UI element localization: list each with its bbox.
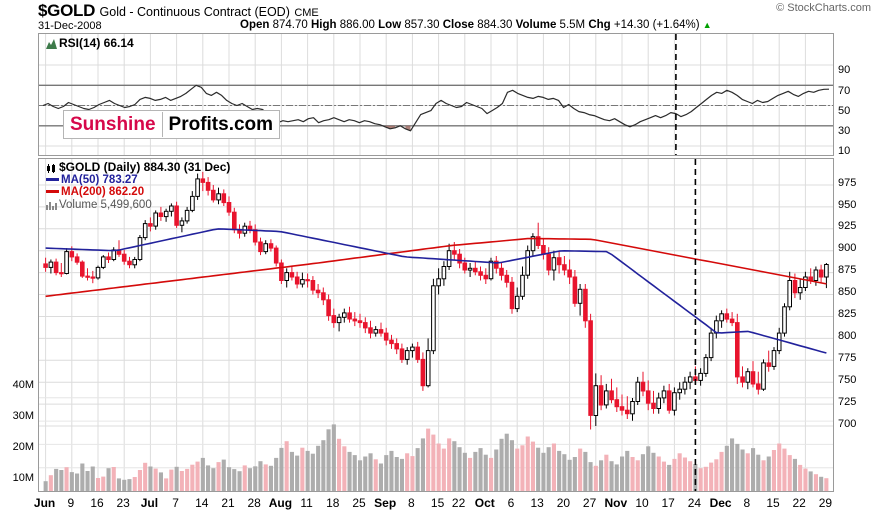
- price-ytick-825: 825: [838, 308, 857, 320]
- x-axis-labels: Jun 9 16 23 Jul 7 14 21 28 Aug 11 18 25 Sep 8 15 22 Oct 6 1…: [34, 496, 834, 518]
- x-axis-tick-28: 28: [247, 496, 261, 510]
- rsi-legend-label: RSI(14) 66.14: [59, 36, 134, 50]
- symbol-description: Gold - Continuous Contract (EOD): [99, 5, 290, 19]
- close-label: Close: [442, 19, 475, 31]
- price-ytick-925: 925: [838, 220, 857, 232]
- open-label: Open: [240, 19, 270, 31]
- open-value: 874.70: [272, 19, 308, 31]
- x-axis-tick-8: 8: [743, 496, 751, 510]
- high-value: 886.00: [339, 19, 375, 31]
- x-axis-tick-20: 20: [556, 496, 571, 510]
- x-axis-tick-10: 10: [635, 496, 649, 510]
- x-axis-tick-aug: Aug: [268, 496, 293, 510]
- volume-ytick-10M: 10M: [12, 472, 34, 484]
- x-axis-tick-29: 29: [818, 496, 833, 510]
- high-label: High: [310, 19, 337, 31]
- price-legend: $GOLD (Daily) 884.30 (31 Dec) MA(50) 783…: [46, 161, 230, 211]
- low-value: 857.30: [404, 19, 440, 31]
- chg-label: Chg: [588, 19, 611, 31]
- x-axis-tick-7: 7: [172, 496, 179, 510]
- x-axis-tick-24: 24: [687, 496, 702, 510]
- x-axis-tick-6: 6: [507, 496, 515, 510]
- low-label: Low: [378, 19, 402, 31]
- x-axis-tick-25: 25: [352, 496, 366, 510]
- price-ytick-775: 775: [838, 352, 857, 364]
- volume-ytick-30M: 30M: [12, 410, 34, 422]
- rsi-indicator-icon: [46, 39, 57, 49]
- x-axis-tick-jul: Jul: [140, 496, 159, 510]
- x-axis-tick-15: 15: [430, 496, 445, 510]
- price-ytick-750: 750: [838, 374, 857, 386]
- price-legend-ma200-row: MA(200) 862.20: [46, 186, 230, 199]
- price-ytick-700: 700: [838, 418, 857, 430]
- x-axis-tick-9: 9: [67, 496, 75, 510]
- rsi-ytick-50: 50: [838, 105, 851, 117]
- price-ytick-800: 800: [838, 330, 857, 342]
- volume-value: 5.5M: [559, 19, 586, 31]
- up-arrow-icon: ▲: [702, 20, 712, 30]
- chg-value: +14.30 (+1.64%): [613, 19, 700, 31]
- x-axis-tick-nov: Nov: [604, 496, 628, 510]
- x-axis-tick-dec: Dec: [709, 496, 732, 510]
- x-axis-tick-jun: Jun: [33, 496, 56, 510]
- symbol-title-line: $GOLD Gold - Continuous Contract (EOD) C…: [38, 1, 319, 21]
- x-axis-tick-23: 23: [116, 496, 130, 510]
- x-axis-tick-sep: Sep: [374, 496, 397, 510]
- rsi-ytick-10: 10: [838, 145, 851, 157]
- price-legend-main-row: $GOLD (Daily) 884.30 (31 Dec): [46, 161, 230, 174]
- price-panel[interactable]: [38, 158, 834, 492]
- volume-bars-icon: [46, 201, 57, 210]
- price-ytick-725: 725: [838, 396, 857, 408]
- x-axis-tick-11: 11: [300, 496, 313, 510]
- price-legend-ma200: MA(200) 862.20: [61, 186, 145, 198]
- price-legend-volume: Volume 5,499,600: [59, 198, 152, 211]
- volume-label: Volume: [515, 19, 557, 31]
- volume-ytick-20M: 20M: [12, 441, 34, 453]
- x-axis-tick-22: 22: [451, 496, 466, 510]
- x-axis-tick-8: 8: [408, 496, 415, 510]
- x-axis-tick-17: 17: [661, 496, 675, 510]
- price-ytick-900: 900: [838, 242, 857, 254]
- x-axis-tick-oct: Oct: [474, 496, 495, 510]
- watermark-sunshine: Sunshine: [64, 112, 163, 137]
- x-axis-tick-21: 21: [221, 496, 235, 510]
- price-legend-ma50-row: MA(50) 783.27: [46, 174, 230, 187]
- watermark-profits: Profits.com: [168, 114, 274, 135]
- sunshine-profits-watermark: Sunshine Profits.com: [63, 110, 281, 139]
- rsi-ytick-70: 70: [838, 85, 851, 97]
- rsi-ytick-90: 90: [838, 64, 851, 76]
- x-axis-tick-22: 22: [792, 496, 806, 510]
- x-axis-tick-27: 27: [582, 496, 597, 510]
- quote-date: 31-Dec-2008: [38, 20, 102, 32]
- x-axis-tick-18: 18: [326, 496, 340, 510]
- x-axis-tick-13: 13: [530, 496, 544, 510]
- symbol-ticker: $GOLD: [38, 1, 96, 20]
- price-legend-main: $GOLD (Daily) 884.30 (31 Dec): [59, 160, 231, 174]
- price-plot: [39, 159, 833, 491]
- quote-summary: Open 874.70 High 886.00 Low 857.30 Close…: [240, 19, 712, 31]
- stockcharts-brand: © StockCharts.com: [776, 2, 871, 14]
- price-legend-ma50: MA(50) 783.27: [61, 173, 138, 186]
- price-legend-volume-row: Volume 5,499,600: [46, 199, 230, 212]
- price-ytick-975: 975: [838, 177, 857, 189]
- rsi-legend: RSI(14) 66.14: [46, 36, 134, 50]
- x-axis-tick-14: 14: [195, 496, 209, 510]
- volume-ytick-40M: 40M: [12, 379, 34, 391]
- x-axis-tick-16: 16: [90, 496, 104, 510]
- x-axis-tick-15: 15: [766, 496, 780, 510]
- candlestick-icon: [46, 164, 57, 173]
- close-value: 884.30: [477, 19, 513, 31]
- ma50-swatch-icon: [46, 177, 59, 181]
- chart-header: $GOLD Gold - Continuous Contract (EOD) C…: [0, 0, 875, 32]
- symbol-exchange: CME: [294, 7, 319, 19]
- ma200-swatch-icon: [46, 190, 59, 194]
- price-ytick-875: 875: [838, 264, 857, 276]
- rsi-ytick-30: 30: [838, 125, 851, 137]
- price-ytick-850: 850: [838, 286, 857, 298]
- price-ytick-950: 950: [838, 199, 857, 211]
